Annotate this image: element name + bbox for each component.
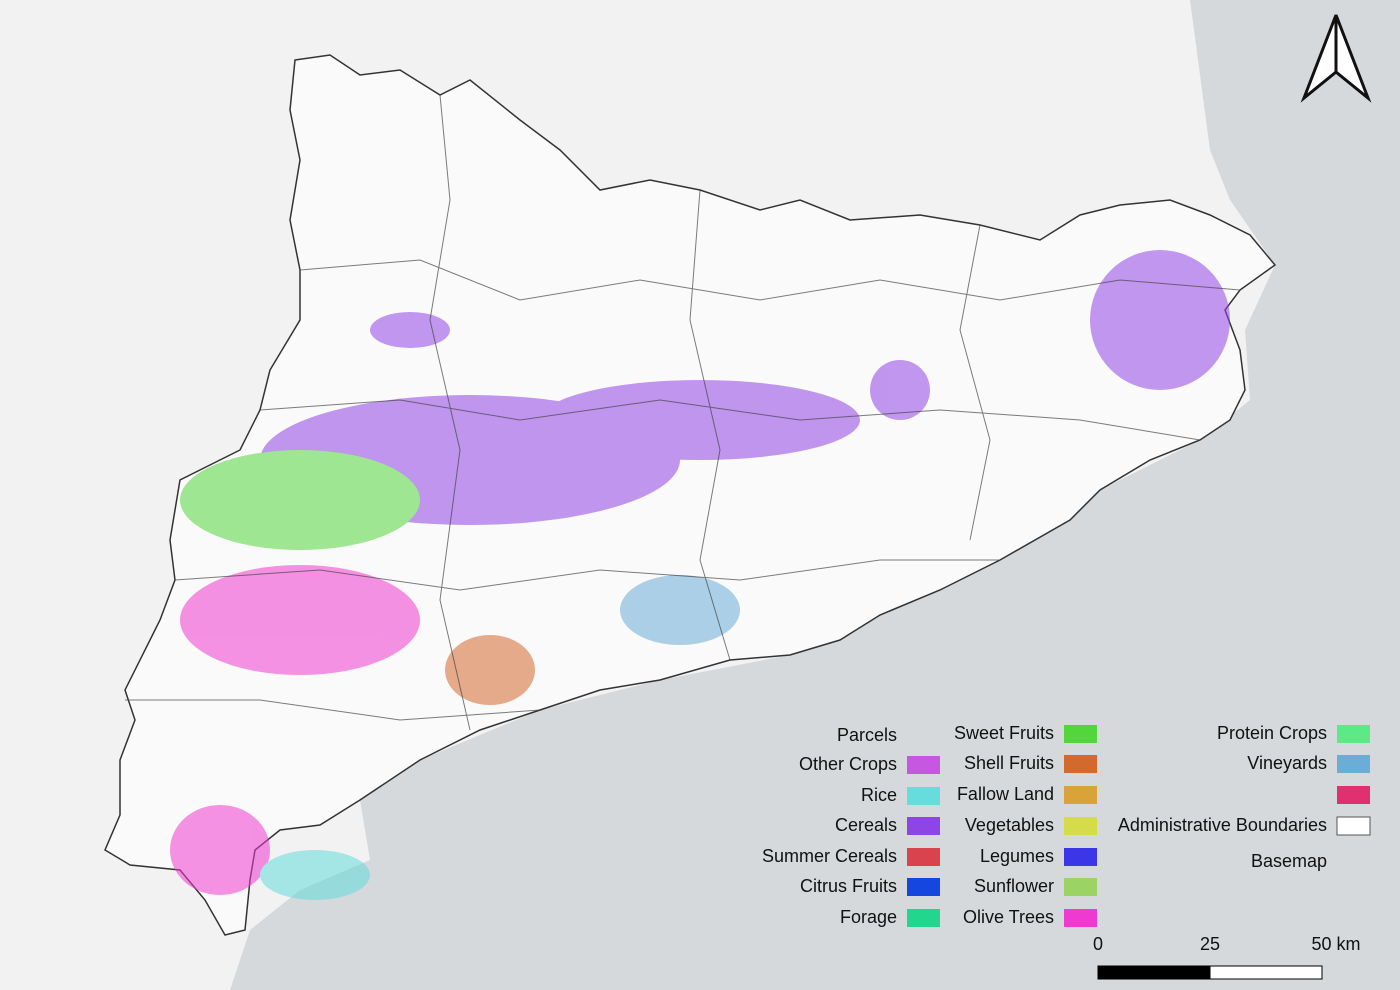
cereals-patch bbox=[1090, 250, 1230, 390]
legend-swatch bbox=[1337, 755, 1370, 773]
boundary bbox=[429, 94, 471, 731]
cereals-patch bbox=[370, 312, 450, 348]
legend-swatch bbox=[907, 909, 940, 927]
scale-segment bbox=[1209, 965, 1323, 980]
legend-swatch bbox=[907, 848, 940, 866]
legend-label: Olive Trees bbox=[963, 907, 1054, 927]
scale-label: 25 bbox=[1200, 934, 1220, 954]
legend-swatch bbox=[1064, 725, 1097, 743]
legend-swatch bbox=[907, 756, 940, 774]
boundary bbox=[299, 259, 1241, 301]
olive-trees-patch bbox=[170, 805, 270, 895]
rice-patch bbox=[260, 850, 370, 900]
legend-label: Vineyards bbox=[1247, 753, 1327, 773]
legend-swatch bbox=[1336, 816, 1371, 836]
legend-swatch bbox=[907, 817, 940, 835]
shell-fruits-patch bbox=[445, 635, 535, 705]
legend-label: Forage bbox=[840, 907, 897, 927]
north-arrow bbox=[1300, 14, 1372, 103]
scale-label: 50 km bbox=[1311, 934, 1360, 954]
legend-swatch bbox=[1064, 909, 1097, 927]
legend-label: Citrus Fruits bbox=[800, 876, 897, 896]
legend-swatch bbox=[1064, 848, 1097, 866]
boundary bbox=[689, 189, 731, 661]
sea bbox=[230, 0, 1400, 990]
legend-label: Vegetables bbox=[965, 815, 1054, 835]
legend-label: Other Crops bbox=[799, 754, 897, 774]
scale-label: 0 bbox=[1093, 934, 1103, 954]
legend-label: Sunflower bbox=[974, 876, 1054, 896]
legend-swatch bbox=[907, 787, 940, 805]
legend-label: Rice bbox=[861, 785, 897, 805]
legend-swatch bbox=[1064, 817, 1097, 835]
legend-swatch bbox=[1337, 786, 1370, 804]
legend-swatch bbox=[907, 878, 940, 896]
legend-label: Fallow Land bbox=[957, 784, 1054, 804]
region-outline bbox=[104, 54, 1277, 936]
legend-swatch bbox=[1064, 878, 1097, 896]
scale-segment bbox=[1097, 965, 1211, 980]
legend-label: Parcels bbox=[837, 725, 897, 745]
sweet-fruits-patch bbox=[180, 450, 420, 550]
boundary bbox=[174, 559, 1000, 591]
legend-label: Protein Crops bbox=[1217, 723, 1327, 743]
boundary bbox=[959, 224, 991, 541]
parcel-patches bbox=[170, 250, 1230, 900]
legend-label: Administrative Boundaries bbox=[1118, 815, 1327, 835]
legend: Parcels Other Crops Rice Cereals Summer Cere… bbox=[762, 723, 1371, 927]
cereals-patch bbox=[870, 360, 930, 420]
olive-trees-patch bbox=[180, 565, 420, 675]
legend-swatch bbox=[1064, 786, 1097, 804]
legend-label: Legumes bbox=[980, 846, 1054, 866]
boundary bbox=[259, 399, 1201, 441]
legend-label: Shell Fruits bbox=[964, 753, 1054, 773]
legend-label: Summer Cereals bbox=[762, 846, 897, 866]
administrative-boundaries bbox=[125, 94, 1241, 731]
boundary bbox=[125, 699, 541, 721]
legend-label: Cereals bbox=[835, 815, 897, 835]
legend-label: Sweet Fruits bbox=[954, 723, 1054, 743]
scale-bar: 0 25 50 km bbox=[1093, 934, 1361, 980]
legend-label: Basemap bbox=[1251, 851, 1327, 871]
legend-swatch bbox=[1337, 725, 1370, 743]
north-arrow-right bbox=[1334, 14, 1372, 103]
cereals-patch bbox=[540, 380, 860, 460]
legend-swatch bbox=[1064, 755, 1097, 773]
